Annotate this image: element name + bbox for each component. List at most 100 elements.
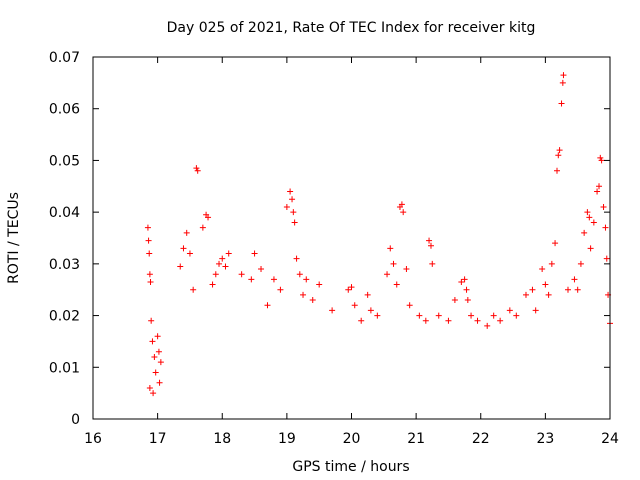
data-point xyxy=(571,276,578,283)
data-point xyxy=(506,307,513,314)
data-point xyxy=(603,255,610,262)
data-point xyxy=(463,286,470,293)
data-point xyxy=(289,196,296,203)
data-point xyxy=(581,229,588,236)
data-point xyxy=(193,165,200,172)
data-point xyxy=(384,271,391,278)
data-point xyxy=(429,260,436,267)
data-point xyxy=(251,250,258,257)
data-point xyxy=(587,245,594,252)
data-point xyxy=(596,183,603,190)
data-point xyxy=(602,224,609,231)
data-point xyxy=(403,266,410,273)
data-point xyxy=(177,263,184,270)
data-point xyxy=(222,263,229,270)
data-point xyxy=(445,317,452,324)
data-point xyxy=(490,312,497,319)
data-point xyxy=(426,237,433,244)
x-tick-label: 17 xyxy=(149,431,167,447)
data-point xyxy=(216,260,223,267)
data-point xyxy=(190,286,197,293)
data-point xyxy=(554,167,561,174)
data-point xyxy=(345,286,352,293)
data-point xyxy=(300,291,307,298)
x-axis-label: GPS time / hours xyxy=(292,459,409,475)
data-point xyxy=(556,147,563,154)
data-point xyxy=(367,307,374,314)
x-tick-label: 16 xyxy=(84,431,102,447)
y-tick-label: 0.06 xyxy=(49,102,80,118)
data-point xyxy=(148,317,155,324)
data-point xyxy=(435,312,442,319)
data-point xyxy=(497,317,504,324)
x-tick-label: 24 xyxy=(601,431,619,447)
data-point xyxy=(303,276,310,283)
data-point xyxy=(542,281,549,288)
data-point xyxy=(387,245,394,252)
data-point xyxy=(293,255,300,262)
data-point xyxy=(559,79,566,86)
data-point xyxy=(398,201,405,208)
x-tick-label: 19 xyxy=(278,431,296,447)
data-point xyxy=(146,271,153,278)
data-point xyxy=(155,348,162,355)
data-point xyxy=(291,219,298,226)
data-point xyxy=(144,224,151,231)
data-point xyxy=(283,203,290,210)
y-tick-label: 0.02 xyxy=(49,309,80,325)
data-point xyxy=(458,278,465,285)
data-point xyxy=(574,286,581,293)
data-point xyxy=(296,271,303,278)
data-point xyxy=(584,209,591,216)
data-point xyxy=(597,154,604,161)
data-point xyxy=(422,317,429,324)
data-point xyxy=(577,260,584,267)
data-point xyxy=(151,353,158,360)
data-point xyxy=(358,317,365,324)
y-tick-label: 0.01 xyxy=(49,360,80,376)
data-point xyxy=(558,100,565,107)
data-point xyxy=(468,312,475,319)
x-tick-label: 21 xyxy=(407,431,425,447)
y-tick-label: 0.05 xyxy=(49,153,80,169)
plot-frame xyxy=(92,56,611,420)
axis-ticks: 16 17 18 19 20 21 22 23 24 0 0.01 0.02 0.03 0.04 0.05 0… xyxy=(49,50,619,447)
data-point xyxy=(590,219,597,226)
data-point xyxy=(406,302,413,309)
data-point xyxy=(560,72,567,79)
data-point xyxy=(564,286,571,293)
data-point xyxy=(586,214,593,221)
data-point xyxy=(194,167,201,174)
data-point xyxy=(212,271,219,278)
data-point xyxy=(152,369,159,376)
data-point xyxy=(146,384,153,391)
data-point xyxy=(150,390,157,397)
data-point xyxy=(329,307,336,314)
data-point xyxy=(209,281,216,288)
data-point xyxy=(154,333,161,340)
data-point xyxy=(146,250,153,257)
data-point xyxy=(464,297,471,304)
data-point xyxy=(598,157,605,164)
x-tick-label: 23 xyxy=(536,431,554,447)
data-point xyxy=(238,271,245,278)
data-point xyxy=(451,297,458,304)
y-axis-label: ROTI / TECUs xyxy=(6,192,22,284)
data-point xyxy=(186,250,193,257)
data-point xyxy=(374,312,381,319)
data-point xyxy=(552,240,559,247)
data-point xyxy=(270,276,277,283)
data-point xyxy=(513,312,520,319)
data-point xyxy=(545,291,552,298)
data-point xyxy=(474,317,481,324)
data-point xyxy=(484,322,491,329)
data-point xyxy=(290,209,297,216)
data-point xyxy=(225,250,232,257)
data-point xyxy=(248,276,255,283)
data-point xyxy=(316,281,323,288)
data-point xyxy=(594,188,601,195)
data-point xyxy=(147,278,154,285)
y-tick-label: 0 xyxy=(71,412,80,428)
data-point xyxy=(400,209,407,216)
